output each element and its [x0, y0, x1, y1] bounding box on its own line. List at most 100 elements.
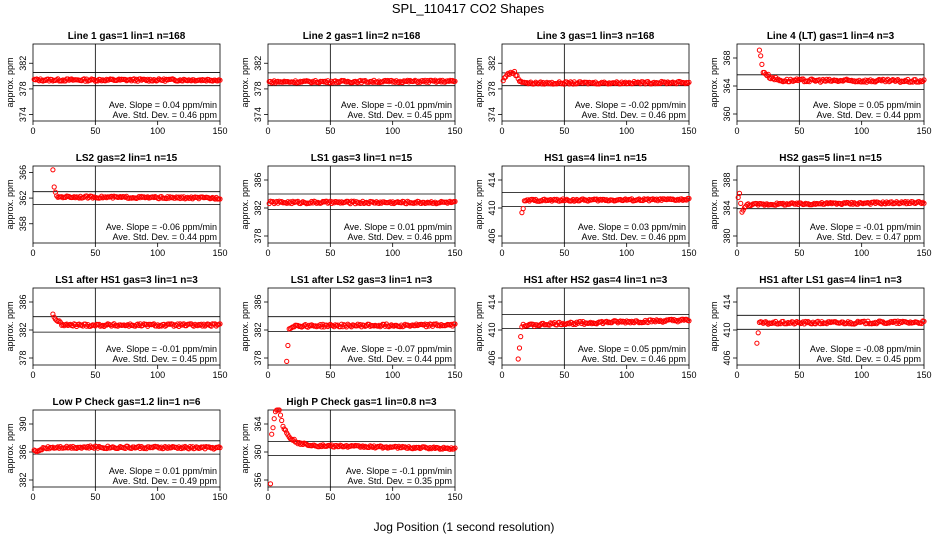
data-point: [285, 342, 291, 349]
y-axis-label: approx. ppm: [709, 179, 719, 229]
x-tick-label: 0: [499, 370, 504, 380]
panel-8: HS2 gas=5 lin=1 n=15 0 50 100 150 380 384 388ap…: [709, 153, 932, 258]
data-point: [271, 416, 277, 422]
x-tick-label: 50: [325, 126, 335, 136]
x-tick-label: 0: [30, 492, 35, 502]
panel-title: Line 3 gas=1 lin=3 n=168: [537, 31, 655, 42]
y-tick-label: 414: [487, 294, 497, 309]
std-dev-annotation: Ave. Std. Dev. = 0.35 ppm: [348, 476, 452, 486]
y-tick-label: 414: [487, 172, 497, 187]
panel-title: High P Check gas=1 lin=0.8 n=3: [286, 397, 437, 408]
data-points: [266, 77, 458, 86]
data-point: [452, 321, 458, 327]
x-tick-label: 150: [681, 248, 696, 258]
x-tick-label: 100: [150, 248, 165, 258]
x-tick-label: 0: [265, 370, 270, 380]
data-points: [519, 195, 692, 216]
y-tick-label: 360: [722, 106, 732, 121]
x-tick-label: 50: [325, 370, 335, 380]
data-point: [171, 323, 177, 329]
data-point: [276, 407, 282, 413]
x-tick-label: 100: [854, 126, 869, 136]
y-tick-label: 366: [18, 165, 28, 180]
x-tick-label: 100: [385, 370, 400, 380]
plot-frame: [267, 43, 456, 122]
data-point: [514, 73, 520, 79]
x-tick-label: 0: [30, 248, 35, 258]
data-point: [518, 334, 524, 340]
x-tick-label: 50: [90, 248, 100, 258]
data-point: [217, 77, 223, 83]
y-tick-label: 362: [18, 191, 28, 206]
data-point: [50, 311, 56, 317]
slope-annotation: Ave. Slope = 0.05 ppm/min: [813, 100, 921, 110]
x-tick-label: 0: [734, 248, 739, 258]
std-dev-annotation: Ave. Std. Dev. = 0.45 ppm: [113, 354, 217, 364]
data-point: [65, 76, 71, 82]
slope-annotation: Ave. Slope = -0.01 ppm/min: [810, 222, 921, 232]
data-points: [50, 167, 223, 202]
data-point: [755, 330, 761, 336]
y-tick-label: 378: [253, 81, 263, 96]
y-axis-label: approx. ppm: [5, 423, 15, 473]
x-tick-label: 100: [385, 248, 400, 258]
data-points: [31, 443, 223, 455]
data-point: [176, 323, 182, 329]
data-points: [266, 198, 458, 207]
y-tick-label: 382: [18, 472, 28, 487]
data-points: [31, 76, 223, 84]
std-dev-annotation: Ave. Std. Dev. = 0.46 ppm: [348, 232, 452, 242]
x-tick-label: 0: [265, 126, 270, 136]
panel-7: HS1 gas=4 lin=1 n=15 0 50 100 150 406 410 414ap…: [474, 153, 697, 258]
x-tick-label: 0: [265, 248, 270, 258]
data-point: [736, 190, 743, 196]
data-point: [277, 412, 284, 418]
data-point: [385, 77, 391, 84]
data-point: [270, 425, 276, 431]
y-axis-label: approx. ppm: [240, 57, 250, 107]
y-tick-label: 382: [253, 56, 263, 71]
panel-3: Line 3 gas=1 lin=3 n=168 0 50 100 150 374 378 3…: [474, 31, 697, 136]
slope-annotation: Ave. Slope = -0.07 ppm/min: [341, 344, 452, 354]
data-point: [671, 317, 677, 323]
slope-annotation: Ave. Slope = -0.06 ppm/min: [106, 222, 217, 232]
x-tick-label: 150: [212, 492, 227, 502]
data-point: [280, 423, 286, 429]
x-tick-label: 150: [447, 492, 462, 502]
data-point: [284, 358, 290, 364]
std-dev-annotation: Ave. Std. Dev. = 0.47 ppm: [817, 232, 921, 242]
panel-title: HS1 after HS2 gas=4 lin=1 n=3: [524, 275, 668, 286]
data-points: [515, 316, 692, 362]
panel-title: LS1 after HS1 gas=3 lin=1 n=3: [55, 275, 198, 286]
x-tick-label: 0: [734, 126, 739, 136]
panel-title: HS2 gas=5 lin=1 n=15: [779, 153, 882, 164]
x-tick-label: 100: [619, 248, 634, 258]
panel-title: LS2 gas=2 lin=1 n=15: [76, 153, 178, 164]
panel-12: HS1 after LS1 gas=4 lin=1 n=3 0 50 100 150 40…: [709, 275, 932, 380]
data-point: [921, 318, 927, 324]
x-tick-label: 100: [150, 370, 165, 380]
x-tick-label: 100: [619, 370, 634, 380]
data-point: [754, 340, 760, 346]
data-point: [570, 321, 576, 327]
data-point: [282, 427, 289, 433]
data-point: [217, 321, 223, 327]
panel-13: Low P Check gas=1.2 lin=1 n=6 0 50 100 150 38…: [5, 397, 228, 502]
y-tick-label: 374: [253, 107, 263, 122]
x-tick-label: 150: [447, 370, 462, 380]
y-tick-label: 378: [253, 350, 263, 365]
x-tick-label: 100: [150, 126, 165, 136]
data-point: [289, 436, 295, 442]
y-axis-label: approx. ppm: [240, 179, 250, 229]
panel-title: HS1 after LS1 gas=4 lin=1 n=3: [759, 275, 902, 286]
y-tick-label: 382: [253, 322, 263, 337]
y-tick-label: 378: [487, 81, 497, 96]
x-tick-label: 50: [90, 126, 100, 136]
panel-11: HS1 after HS2 gas=4 lin=1 n=3 0 50 100 150 40…: [474, 275, 697, 380]
data-point: [269, 431, 275, 437]
std-dev-annotation: Ave. Std. Dev. = 0.46 ppm: [582, 110, 686, 120]
y-tick-label: 374: [18, 107, 28, 122]
panel-title: HS1 gas=4 lin=1 n=15: [544, 153, 647, 164]
x-tick-label: 100: [150, 492, 165, 502]
